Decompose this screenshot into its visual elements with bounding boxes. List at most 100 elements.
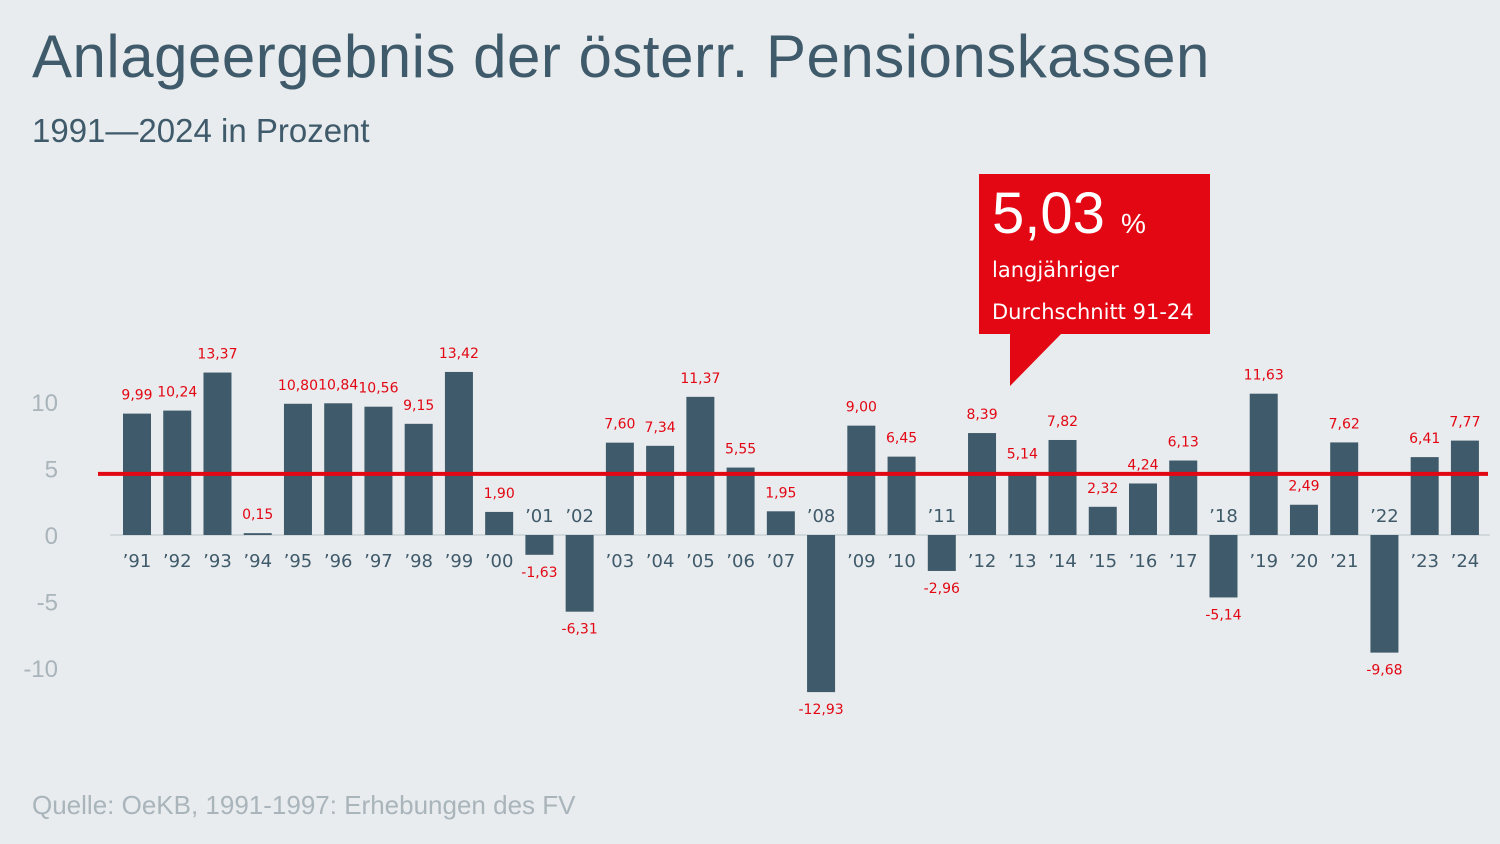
x-tick-label: ’10 <box>887 551 916 572</box>
x-tick-label: ’95 <box>284 551 313 572</box>
x-tick-label: ’03 <box>606 551 635 572</box>
x-tick-label: ’11 <box>927 506 956 527</box>
x-tick-label: ’06 <box>726 551 755 572</box>
value-label: 6,13 <box>1168 435 1199 451</box>
bar <box>1129 483 1157 535</box>
x-tick-label: ’97 <box>364 551 393 572</box>
x-tick-label: ’16 <box>1129 551 1158 572</box>
value-label: 10,24 <box>157 385 197 401</box>
x-tick-label: ’18 <box>1209 506 1238 527</box>
x-tick-label: ’02 <box>565 506 594 527</box>
value-label: 8,39 <box>966 407 997 423</box>
value-label: 11,63 <box>1244 368 1284 384</box>
bar <box>927 535 956 571</box>
x-tick-label: ’15 <box>1088 551 1117 572</box>
callout-pointer <box>1010 333 1062 386</box>
bar <box>605 442 634 535</box>
bar <box>243 533 272 535</box>
bar <box>203 372 232 535</box>
y-tick-label: 5 <box>45 457 58 484</box>
value-label: 10,80 <box>278 378 318 394</box>
bar <box>283 403 312 535</box>
value-label: 9,15 <box>403 398 434 414</box>
y-tick-label: 0 <box>45 523 58 550</box>
value-label: 7,34 <box>645 420 676 436</box>
value-label: 9,00 <box>846 400 877 416</box>
bar <box>565 535 594 612</box>
callout-unit: % <box>1121 208 1146 239</box>
value-label: 10,84 <box>318 377 358 393</box>
bar <box>324 403 353 535</box>
value-label: 11,37 <box>680 371 720 387</box>
x-tick-label: ’20 <box>1290 551 1319 572</box>
bar <box>847 425 876 535</box>
x-tick-label: ’23 <box>1410 551 1439 572</box>
x-tick-label: ’98 <box>404 551 433 572</box>
value-label: 1,90 <box>484 486 515 502</box>
callout-line1: langjähriger <box>992 258 1119 282</box>
x-tick-label: ’08 <box>807 506 836 527</box>
value-label: 6,45 <box>886 431 917 447</box>
value-label: 9,99 <box>121 388 152 404</box>
y-tick-label: 10 <box>31 390 58 417</box>
value-label: -1,63 <box>521 565 557 581</box>
x-tick-label: ’05 <box>686 551 715 572</box>
value-label: 13,37 <box>197 347 237 363</box>
x-tick-label: ’17 <box>1169 551 1198 572</box>
callout-value: 5,03 <box>992 181 1105 246</box>
bar <box>807 535 836 693</box>
value-label: -12,93 <box>799 702 844 718</box>
value-label: 2,49 <box>1288 479 1319 495</box>
bar <box>444 371 473 535</box>
bar <box>1289 504 1318 535</box>
chart-subtitle: 1991—2024 in Prozent <box>32 112 370 149</box>
bar <box>726 467 755 535</box>
x-tick-label: ’00 <box>485 551 514 572</box>
value-label: 2,32 <box>1087 481 1118 497</box>
x-tick-label: ’24 <box>1451 551 1480 572</box>
value-label: 7,82 <box>1047 414 1078 430</box>
bar <box>1048 439 1077 535</box>
bar <box>1209 535 1238 598</box>
bar <box>525 535 554 555</box>
y-tick-label: -5 <box>37 590 58 617</box>
x-tick-label: ’91 <box>123 551 152 572</box>
value-label: 5,55 <box>725 442 756 458</box>
value-label: -9,68 <box>1366 663 1402 679</box>
value-label: 10,56 <box>358 381 398 397</box>
bar <box>686 396 715 535</box>
value-label: 6,41 <box>1409 431 1440 447</box>
x-tick-label: ’99 <box>445 551 474 572</box>
value-label: 7,60 <box>604 417 635 433</box>
chart-title: Anlageergebnis der österr. Pensionskasse… <box>32 23 1210 90</box>
x-tick-label: ’94 <box>243 551 272 572</box>
bar <box>968 433 997 535</box>
y-tick-label: -10 <box>23 656 58 683</box>
average-callout: 5,03 % langjähriger Durchschnitt 91-24 <box>979 174 1210 334</box>
value-label: 7,62 <box>1329 416 1360 432</box>
x-tick-label: ’14 <box>1048 551 1077 572</box>
x-tick-label: ’92 <box>163 551 192 572</box>
value-label: 13,42 <box>439 346 479 362</box>
bar <box>485 511 514 535</box>
x-tick-label: ’04 <box>646 551 675 572</box>
source-note: Quelle: OeKB, 1991-1997: Erhebungen des … <box>32 790 576 820</box>
x-tick-label: ’01 <box>525 506 554 527</box>
bar <box>1370 535 1399 653</box>
value-label: -2,96 <box>924 581 960 597</box>
x-tick-label: ’96 <box>324 551 353 572</box>
x-tick-label: ’22 <box>1370 506 1399 527</box>
value-label: 5,14 <box>1007 447 1038 463</box>
bar <box>1410 457 1439 535</box>
bar <box>1330 442 1359 535</box>
bar <box>1088 506 1117 535</box>
value-label: 1,95 <box>765 485 796 501</box>
bar <box>887 456 916 535</box>
bar <box>404 423 433 535</box>
x-tick-label: ’93 <box>203 551 232 572</box>
x-tick-label: ’13 <box>1008 551 1037 572</box>
value-label: 7,77 <box>1449 415 1480 431</box>
value-label: 0,15 <box>242 507 273 523</box>
x-tick-label: ’19 <box>1249 551 1278 572</box>
